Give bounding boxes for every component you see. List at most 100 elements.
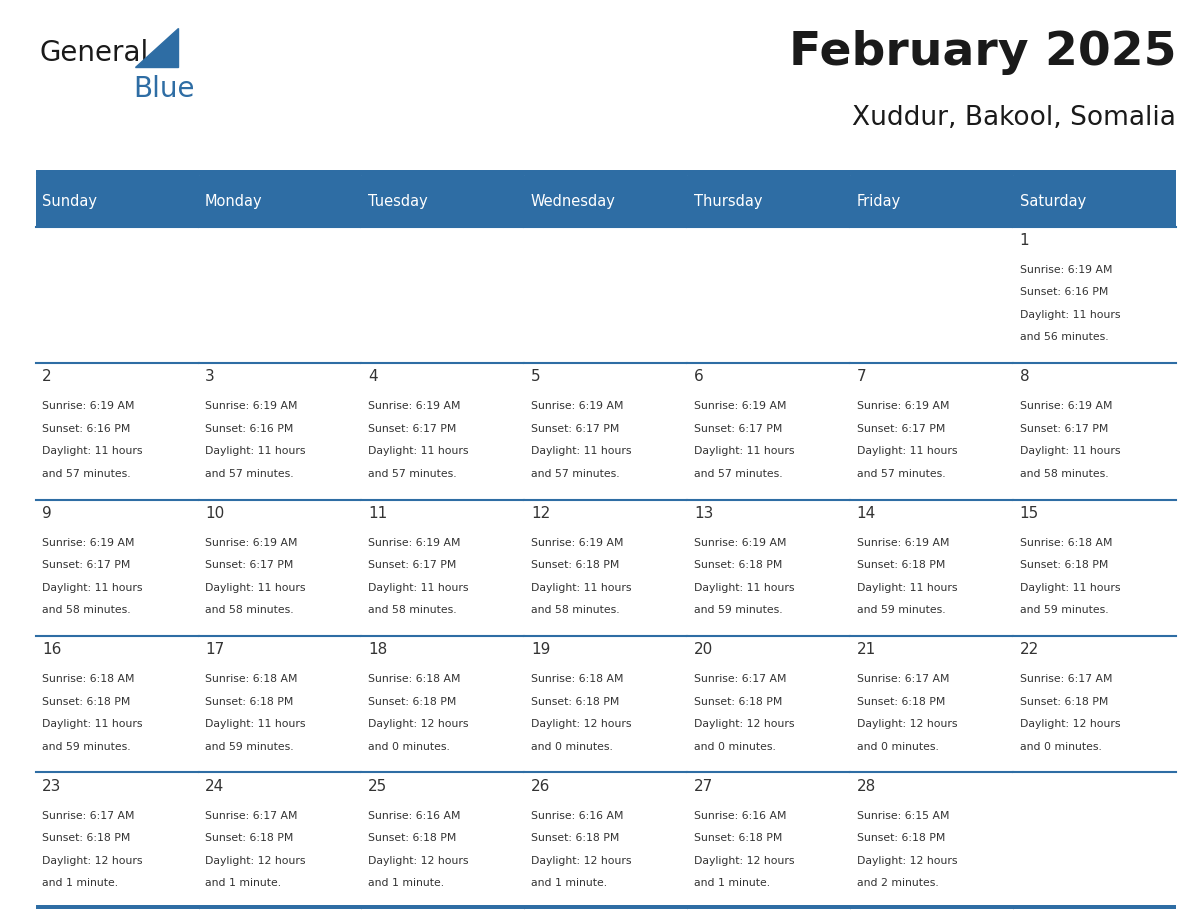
Text: Sunrise: 6:18 AM: Sunrise: 6:18 AM xyxy=(531,674,624,684)
Text: and 59 minutes.: and 59 minutes. xyxy=(1019,605,1108,615)
Text: Sunrise: 6:17 AM: Sunrise: 6:17 AM xyxy=(206,811,297,821)
Text: 8: 8 xyxy=(1019,369,1029,385)
Text: and 0 minutes.: and 0 minutes. xyxy=(531,742,613,752)
Text: Sunset: 6:17 PM: Sunset: 6:17 PM xyxy=(857,424,946,434)
Text: Daylight: 12 hours: Daylight: 12 hours xyxy=(531,856,632,866)
Text: and 2 minutes.: and 2 minutes. xyxy=(857,879,939,888)
Text: Daylight: 11 hours: Daylight: 11 hours xyxy=(42,719,143,729)
Text: Sunrise: 6:19 AM: Sunrise: 6:19 AM xyxy=(694,538,786,548)
Text: 13: 13 xyxy=(694,506,713,521)
Text: Daylight: 11 hours: Daylight: 11 hours xyxy=(1019,583,1120,593)
Text: 5: 5 xyxy=(531,369,541,385)
Text: Sunrise: 6:17 AM: Sunrise: 6:17 AM xyxy=(857,674,949,684)
Text: 2: 2 xyxy=(42,369,52,385)
Text: 28: 28 xyxy=(857,778,876,793)
Text: and 57 minutes.: and 57 minutes. xyxy=(206,469,293,479)
Text: Sunrise: 6:19 AM: Sunrise: 6:19 AM xyxy=(531,538,624,548)
Text: 6: 6 xyxy=(694,369,703,385)
Text: 9: 9 xyxy=(42,506,52,521)
Text: 17: 17 xyxy=(206,642,225,657)
Text: and 58 minutes.: and 58 minutes. xyxy=(531,605,620,615)
Text: Daylight: 11 hours: Daylight: 11 hours xyxy=(206,446,305,456)
Text: Daylight: 11 hours: Daylight: 11 hours xyxy=(1019,446,1120,456)
Text: Sunset: 6:18 PM: Sunset: 6:18 PM xyxy=(694,697,782,707)
Text: Sunset: 6:18 PM: Sunset: 6:18 PM xyxy=(857,834,946,843)
Text: 11: 11 xyxy=(368,506,387,521)
Text: Daylight: 12 hours: Daylight: 12 hours xyxy=(368,719,468,729)
Text: and 58 minutes.: and 58 minutes. xyxy=(1019,469,1108,479)
Text: and 0 minutes.: and 0 minutes. xyxy=(857,742,939,752)
Text: Sunset: 6:18 PM: Sunset: 6:18 PM xyxy=(531,697,619,707)
Text: Sunset: 6:17 PM: Sunset: 6:17 PM xyxy=(206,560,293,570)
Text: 18: 18 xyxy=(368,642,387,657)
Text: 16: 16 xyxy=(42,642,62,657)
Text: Sunset: 6:17 PM: Sunset: 6:17 PM xyxy=(368,560,456,570)
Text: 12: 12 xyxy=(531,506,550,521)
Text: and 57 minutes.: and 57 minutes. xyxy=(368,469,456,479)
Text: Sunset: 6:18 PM: Sunset: 6:18 PM xyxy=(42,697,131,707)
Text: Sunset: 6:18 PM: Sunset: 6:18 PM xyxy=(857,560,946,570)
Text: Sunrise: 6:19 AM: Sunrise: 6:19 AM xyxy=(42,538,134,548)
Text: Sunset: 6:18 PM: Sunset: 6:18 PM xyxy=(368,834,456,843)
Text: Xuddur, Bakool, Somalia: Xuddur, Bakool, Somalia xyxy=(852,106,1176,131)
Text: Blue: Blue xyxy=(133,75,195,104)
Text: 22: 22 xyxy=(1019,642,1040,657)
Text: Sunset: 6:18 PM: Sunset: 6:18 PM xyxy=(1019,697,1108,707)
Text: Sunset: 6:16 PM: Sunset: 6:16 PM xyxy=(206,424,293,434)
Text: Sunrise: 6:18 AM: Sunrise: 6:18 AM xyxy=(206,674,297,684)
Text: 3: 3 xyxy=(206,369,215,385)
Text: Sunrise: 6:15 AM: Sunrise: 6:15 AM xyxy=(857,811,949,821)
Text: and 58 minutes.: and 58 minutes. xyxy=(206,605,293,615)
Text: 25: 25 xyxy=(368,778,387,793)
Text: Sunrise: 6:19 AM: Sunrise: 6:19 AM xyxy=(694,401,786,411)
Text: Sunset: 6:16 PM: Sunset: 6:16 PM xyxy=(1019,287,1108,297)
Text: Sunrise: 6:17 AM: Sunrise: 6:17 AM xyxy=(1019,674,1112,684)
Text: Daylight: 11 hours: Daylight: 11 hours xyxy=(694,446,795,456)
Text: 19: 19 xyxy=(531,642,550,657)
Text: 20: 20 xyxy=(694,642,713,657)
Text: and 59 minutes.: and 59 minutes. xyxy=(857,605,946,615)
Text: Daylight: 12 hours: Daylight: 12 hours xyxy=(694,719,795,729)
Text: 26: 26 xyxy=(531,778,550,793)
Text: Sunrise: 6:19 AM: Sunrise: 6:19 AM xyxy=(857,401,949,411)
Text: Friday: Friday xyxy=(857,194,901,208)
Text: 21: 21 xyxy=(857,642,876,657)
Text: 23: 23 xyxy=(42,778,62,793)
Text: and 57 minutes.: and 57 minutes. xyxy=(857,469,946,479)
Text: Sunrise: 6:17 AM: Sunrise: 6:17 AM xyxy=(42,811,134,821)
Text: Daylight: 11 hours: Daylight: 11 hours xyxy=(1019,310,1120,320)
Text: Sunrise: 6:19 AM: Sunrise: 6:19 AM xyxy=(857,538,949,548)
Text: Sunset: 6:18 PM: Sunset: 6:18 PM xyxy=(694,560,782,570)
Text: and 57 minutes.: and 57 minutes. xyxy=(42,469,131,479)
Text: and 57 minutes.: and 57 minutes. xyxy=(531,469,620,479)
Text: Sunset: 6:17 PM: Sunset: 6:17 PM xyxy=(694,424,782,434)
Text: and 1 minute.: and 1 minute. xyxy=(206,879,282,888)
Text: Sunset: 6:18 PM: Sunset: 6:18 PM xyxy=(857,697,946,707)
Text: 24: 24 xyxy=(206,778,225,793)
Text: and 1 minute.: and 1 minute. xyxy=(42,879,119,888)
Text: 14: 14 xyxy=(857,506,876,521)
Text: Daylight: 11 hours: Daylight: 11 hours xyxy=(206,719,305,729)
Text: Sunset: 6:18 PM: Sunset: 6:18 PM xyxy=(42,834,131,843)
Text: Daylight: 11 hours: Daylight: 11 hours xyxy=(42,583,143,593)
Text: Sunset: 6:17 PM: Sunset: 6:17 PM xyxy=(1019,424,1108,434)
Text: 15: 15 xyxy=(1019,506,1040,521)
Text: and 56 minutes.: and 56 minutes. xyxy=(1019,332,1108,342)
Text: Sunrise: 6:18 AM: Sunrise: 6:18 AM xyxy=(368,674,461,684)
Text: and 1 minute.: and 1 minute. xyxy=(531,879,607,888)
Text: and 57 minutes.: and 57 minutes. xyxy=(694,469,783,479)
Text: Wednesday: Wednesday xyxy=(531,194,615,208)
Text: Sunrise: 6:19 AM: Sunrise: 6:19 AM xyxy=(368,401,461,411)
Text: Daylight: 11 hours: Daylight: 11 hours xyxy=(206,583,305,593)
Text: and 59 minutes.: and 59 minutes. xyxy=(42,742,131,752)
Text: Sunset: 6:18 PM: Sunset: 6:18 PM xyxy=(206,697,293,707)
Text: Daylight: 11 hours: Daylight: 11 hours xyxy=(531,446,632,456)
Text: Sunset: 6:18 PM: Sunset: 6:18 PM xyxy=(206,834,293,843)
Text: Sunset: 6:18 PM: Sunset: 6:18 PM xyxy=(368,697,456,707)
Text: Daylight: 12 hours: Daylight: 12 hours xyxy=(42,856,143,866)
Text: Sunrise: 6:17 AM: Sunrise: 6:17 AM xyxy=(694,674,786,684)
Text: Daylight: 11 hours: Daylight: 11 hours xyxy=(368,583,468,593)
Text: Daylight: 11 hours: Daylight: 11 hours xyxy=(368,446,468,456)
Text: Monday: Monday xyxy=(206,194,263,208)
Text: and 59 minutes.: and 59 minutes. xyxy=(206,742,293,752)
